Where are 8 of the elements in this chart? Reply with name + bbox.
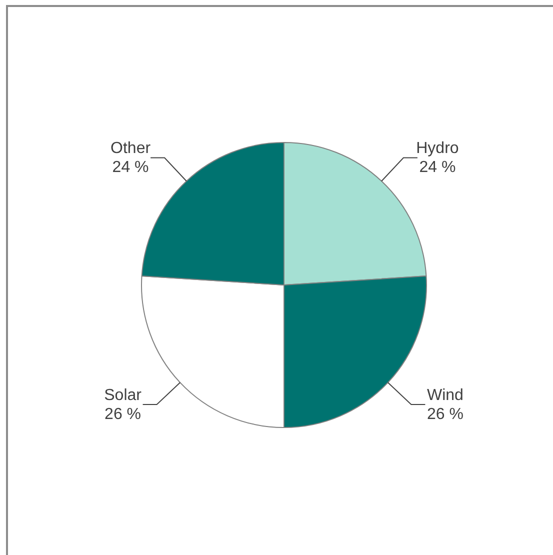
data-label: 26 % bbox=[104, 406, 142, 423]
data-label: 24 % bbox=[112, 159, 149, 176]
data-label: 24 % bbox=[419, 159, 456, 176]
slice-label: Wind bbox=[426, 386, 464, 404]
data-label: 26 % bbox=[426, 406, 464, 423]
slice-label: Solar bbox=[104, 386, 142, 404]
slice-label: Hydro bbox=[416, 140, 459, 158]
slice-label: Other bbox=[110, 140, 152, 158]
